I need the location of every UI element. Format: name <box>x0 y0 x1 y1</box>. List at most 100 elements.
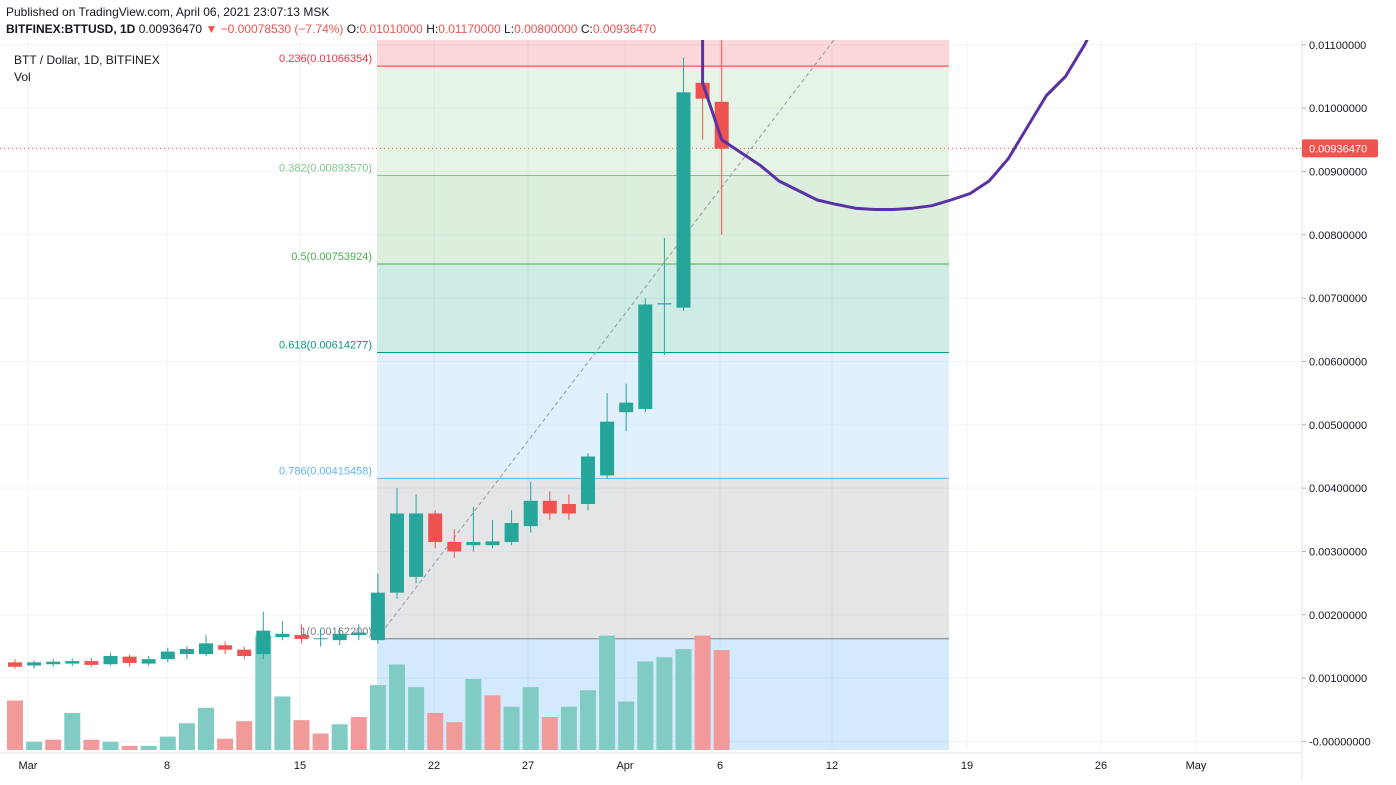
price-change: ▼ −0.00078530 (−7.74%) <box>205 22 344 36</box>
volume-bar <box>446 722 463 750</box>
candle-body <box>27 662 42 666</box>
time-axis-tick: 19 <box>961 760 973 772</box>
candle-body <box>370 592 385 641</box>
candle-body <box>466 541 481 546</box>
candle-body <box>390 513 404 593</box>
price-axis-tick: 0.01100000 <box>1309 40 1366 52</box>
symbol-label: BITFINEX:BTTUSD, 1D <box>6 22 136 36</box>
candle-body <box>561 503 576 514</box>
time-axis-tick: 26 <box>1095 760 1107 772</box>
volume-legend: Vol <box>14 70 31 84</box>
candle-body <box>351 632 366 636</box>
candle-body <box>581 456 595 504</box>
price-axis-tick: 0.00300000 <box>1309 546 1367 558</box>
candle-body <box>294 635 309 639</box>
volume-bar <box>637 661 654 750</box>
fib-level-label: 0.5(0.00753924) <box>291 251 372 263</box>
volume-bar <box>369 685 386 750</box>
fib-zone <box>377 175 949 264</box>
open-label: O: <box>346 22 360 36</box>
candle-body <box>332 633 347 641</box>
volume-bar <box>389 664 405 750</box>
time-axis-tick: 27 <box>522 760 534 772</box>
candle-body <box>485 541 500 546</box>
candle-body <box>714 101 729 149</box>
grid-lines <box>0 40 1302 750</box>
volume-bar <box>236 721 253 750</box>
low-label: L: <box>504 22 515 36</box>
candle-body <box>122 656 137 663</box>
candle-body <box>542 500 557 514</box>
time-axis: Mar 8 15 22 27 Apr 6 12 19 26 May <box>19 760 1207 772</box>
published-notice: Published on TradingView.com, April 06, … <box>6 5 330 19</box>
volume-bar <box>350 717 367 750</box>
last-price-tag <box>1302 139 1378 158</box>
candle-body <box>103 655 118 665</box>
price-axis: 0.014000000.013000000.012000000.01100000… <box>1302 40 1371 749</box>
candle-body <box>676 92 691 308</box>
candle-body <box>65 661 80 664</box>
price-axis-tick: 0.00900000 <box>1309 166 1367 178</box>
candle-body <box>504 522 519 542</box>
candle-body <box>447 541 462 552</box>
volume-bar <box>408 687 425 750</box>
projection-path <box>701 40 1089 211</box>
time-axis-tick: Mar <box>19 760 38 772</box>
close-label: C: <box>580 22 593 36</box>
price-axis-tick: 0.00500000 <box>1309 420 1367 432</box>
time-axis-tick: 12 <box>826 760 838 772</box>
candle-body <box>199 643 213 655</box>
candle-body <box>657 303 672 305</box>
volume-bar <box>121 745 138 750</box>
volume-bar <box>713 650 730 750</box>
last-price-tag-label: 0.00936470 <box>1309 143 1367 155</box>
volume-bar <box>198 707 214 750</box>
candle-body <box>619 402 634 413</box>
volume-bar <box>580 690 596 750</box>
fib-trend-line <box>376 40 835 640</box>
volume-bar <box>599 635 616 750</box>
fib-zone <box>377 352 949 479</box>
fib-zone <box>377 263 949 353</box>
price-axis-tick: 0.00700000 <box>1309 293 1367 305</box>
volume-bar <box>45 739 62 750</box>
price-axis-tick: -0.00000000 <box>1309 737 1371 749</box>
time-axis-tick: 6 <box>717 760 723 772</box>
price-chart[interactable]: 0(0.01345647)0.236(0.01066354)0.382(0.00… <box>0 40 1396 785</box>
candle-body <box>218 645 233 650</box>
candle-body <box>46 661 61 665</box>
candle-body <box>409 513 424 577</box>
last-price: 0.00936470 <box>138 22 203 36</box>
candle-body <box>141 659 156 664</box>
volume-bar <box>7 700 23 750</box>
price-axis-tick: 0.00100000 <box>1309 673 1367 685</box>
volume-bar <box>331 724 348 750</box>
price-axis-tick: 0.00600000 <box>1309 356 1367 368</box>
fib-level-label: 0.786(0.00415458) <box>279 465 372 477</box>
volume-bar <box>541 717 558 750</box>
time-axis-tick: May <box>1186 760 1207 772</box>
volume-bar <box>694 635 711 750</box>
volume-bar <box>274 696 291 750</box>
fib-zone <box>377 40 949 67</box>
volume-bar <box>656 657 673 750</box>
volume-bar <box>675 649 692 750</box>
chart-legend-title: BTT / Dollar, 1D, BITFINEX <box>14 53 160 67</box>
fib-level-label: 0.618(0.00614277) <box>279 339 372 351</box>
time-axis-tick: 22 <box>428 760 440 772</box>
open-value: 0.01010000 <box>359 22 423 36</box>
candle-body <box>179 649 194 655</box>
time-axis-tick: 15 <box>294 760 306 772</box>
volume-bar <box>522 687 539 750</box>
price-axis-tick: 0.00400000 <box>1309 483 1367 495</box>
candle-body <box>160 651 175 660</box>
volume-bar <box>159 736 176 750</box>
candle-body <box>84 661 99 665</box>
volume-bar <box>465 678 482 750</box>
fib-zone <box>377 66 949 176</box>
candle-body <box>523 500 538 527</box>
candles <box>8 40 729 669</box>
volume-bar <box>293 720 310 750</box>
high-value: 0.01170000 <box>438 22 501 36</box>
price-axis-tick: 0.00800000 <box>1309 230 1367 242</box>
